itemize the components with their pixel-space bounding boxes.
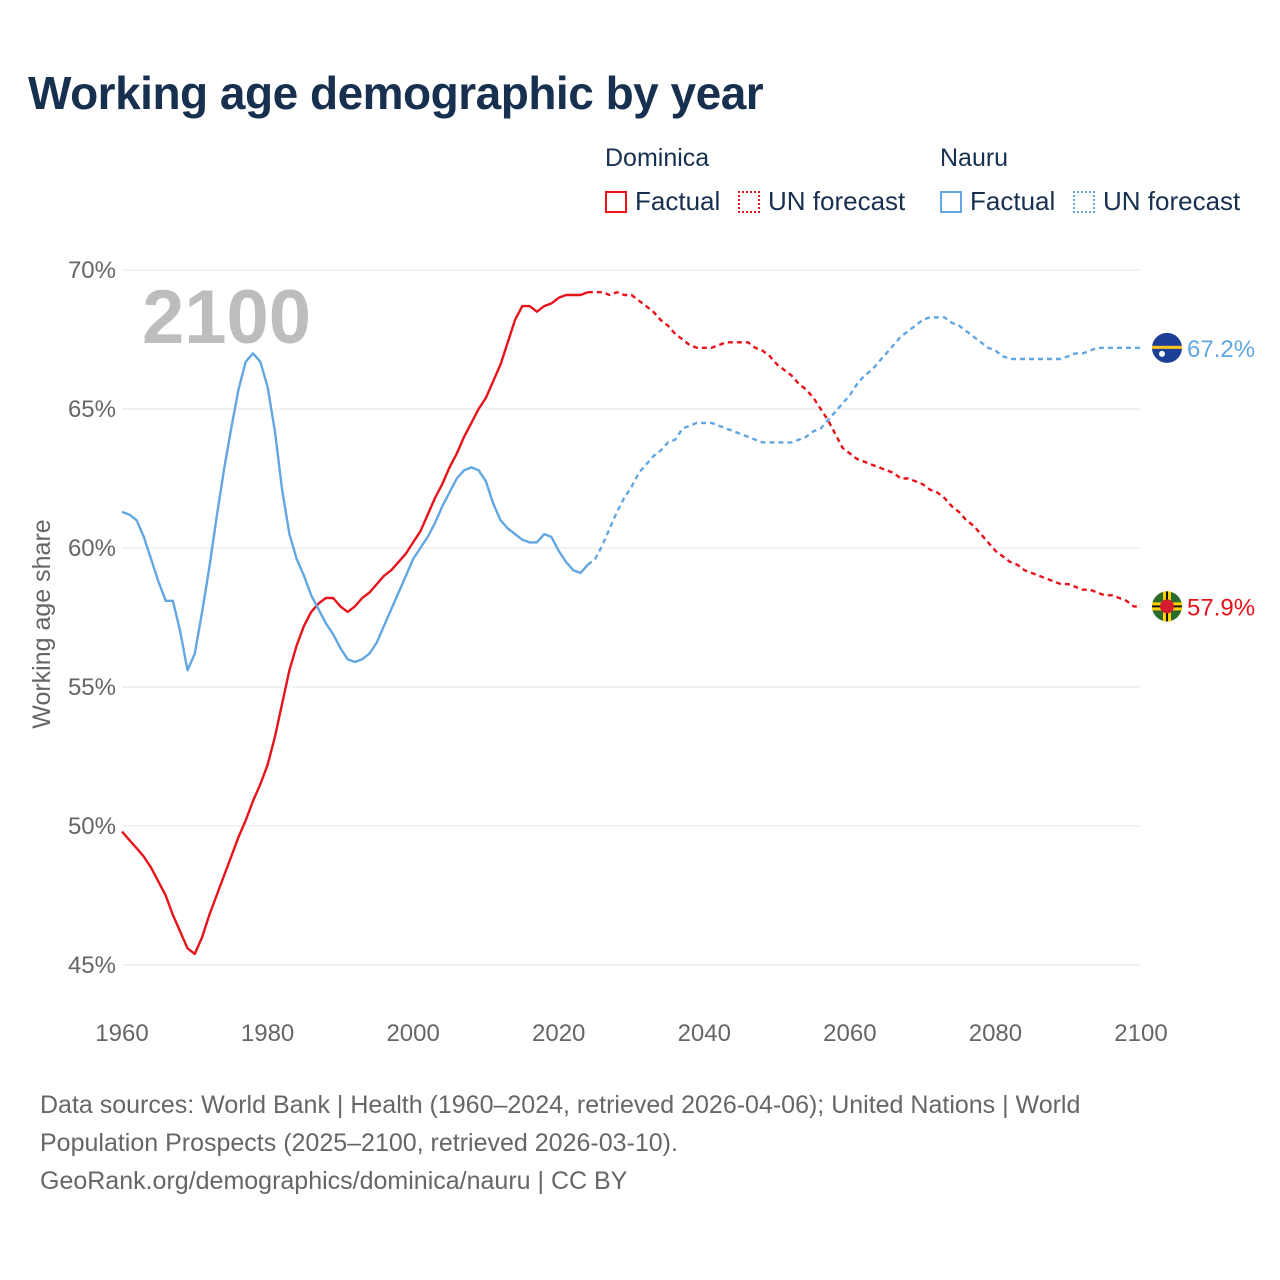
y-axis-ticks: 45% 50% 55% 60% 65% 70%: [68, 257, 116, 979]
flag-star: [1159, 350, 1165, 357]
legend-label: UN forecast: [768, 186, 906, 216]
series-dominica-forecast-line[interactable]: [587, 291, 1141, 608]
legend-item-dominica-factual[interactable]: Factual: [605, 186, 720, 217]
y-axis-label: Working age share: [28, 519, 56, 728]
footer: Data sources: World Bank | Health (1960–…: [40, 1086, 1240, 1200]
y-tick-label: 50%: [68, 813, 116, 840]
legend-item-nauru-factual[interactable]: Factual: [940, 186, 1055, 217]
flag-stripe: [1152, 345, 1182, 349]
x-tick-label: 2000: [386, 1020, 439, 1047]
y-tick-label: 70%: [68, 257, 116, 284]
x-tick-label: 2040: [678, 1020, 731, 1047]
footer-attribution: GeoRank.org/demographics/dominica/nauru …: [40, 1167, 628, 1195]
year-watermark: 2100: [142, 275, 311, 360]
chart-title: Working age demographic by year: [28, 67, 764, 119]
legend-item-dominica-forecast[interactable]: UN forecast: [738, 186, 905, 217]
x-tick-label: 2100: [1114, 1020, 1167, 1047]
legend-label: UN forecast: [1103, 186, 1241, 216]
series-lines: [121, 291, 1141, 956]
footer-sources-line2: Population Prospects (2025–2100, retriev…: [40, 1129, 678, 1157]
x-tick-label: 2080: [969, 1020, 1022, 1047]
y-tick-label: 60%: [68, 535, 116, 562]
y-tick-label: 45%: [68, 952, 116, 979]
solid-line-swatch-icon: [940, 190, 962, 213]
grid-lines: [122, 269, 1141, 966]
dotted-line-swatch-icon: [738, 190, 760, 213]
end-markers: 57.9% 67.2%: [1152, 332, 1255, 622]
x-tick-label: 1960: [95, 1020, 148, 1047]
legend-item-nauru-forecast[interactable]: UN forecast: [1073, 186, 1240, 217]
end-value-label-dominica: 57.9%: [1187, 594, 1255, 621]
line-chart: 45% 50% 55% 60% 65% 70% 1960 1980 2000 2020 2040 2…: [28, 257, 1255, 1047]
series-nauru-forecast-line[interactable]: [587, 316, 1141, 566]
y-tick-label: 65%: [68, 396, 116, 423]
x-tick-label: 2060: [823, 1020, 876, 1047]
dotted-line-swatch-icon: [1073, 190, 1095, 213]
legend-country-dominica: Dominica: [605, 144, 710, 172]
legend-country-nauru: Nauru: [940, 144, 1009, 172]
flag-dominica-icon: [1152, 591, 1182, 622]
series-dominica-factual-line[interactable]: [121, 291, 589, 956]
footer-sources-line1: Data sources: World Bank | Health (1960–…: [40, 1091, 1081, 1119]
flag-nauru-icon: [1152, 332, 1182, 363]
flag-disc: [1160, 599, 1174, 614]
x-tick-label: 2020: [532, 1020, 585, 1047]
x-tick-label: 1980: [241, 1020, 294, 1047]
legend-label: Factual: [970, 186, 1056, 216]
solid-line-swatch-icon: [605, 190, 627, 213]
x-axis-ticks: 1960 1980 2000 2020 2040 2060 2080 2100: [95, 1020, 1167, 1047]
y-tick-label: 55%: [68, 674, 116, 701]
series-nauru-factual-line[interactable]: [121, 352, 589, 672]
legend-label: Factual: [635, 186, 721, 216]
end-value-label-nauru: 67.2%: [1187, 336, 1255, 363]
